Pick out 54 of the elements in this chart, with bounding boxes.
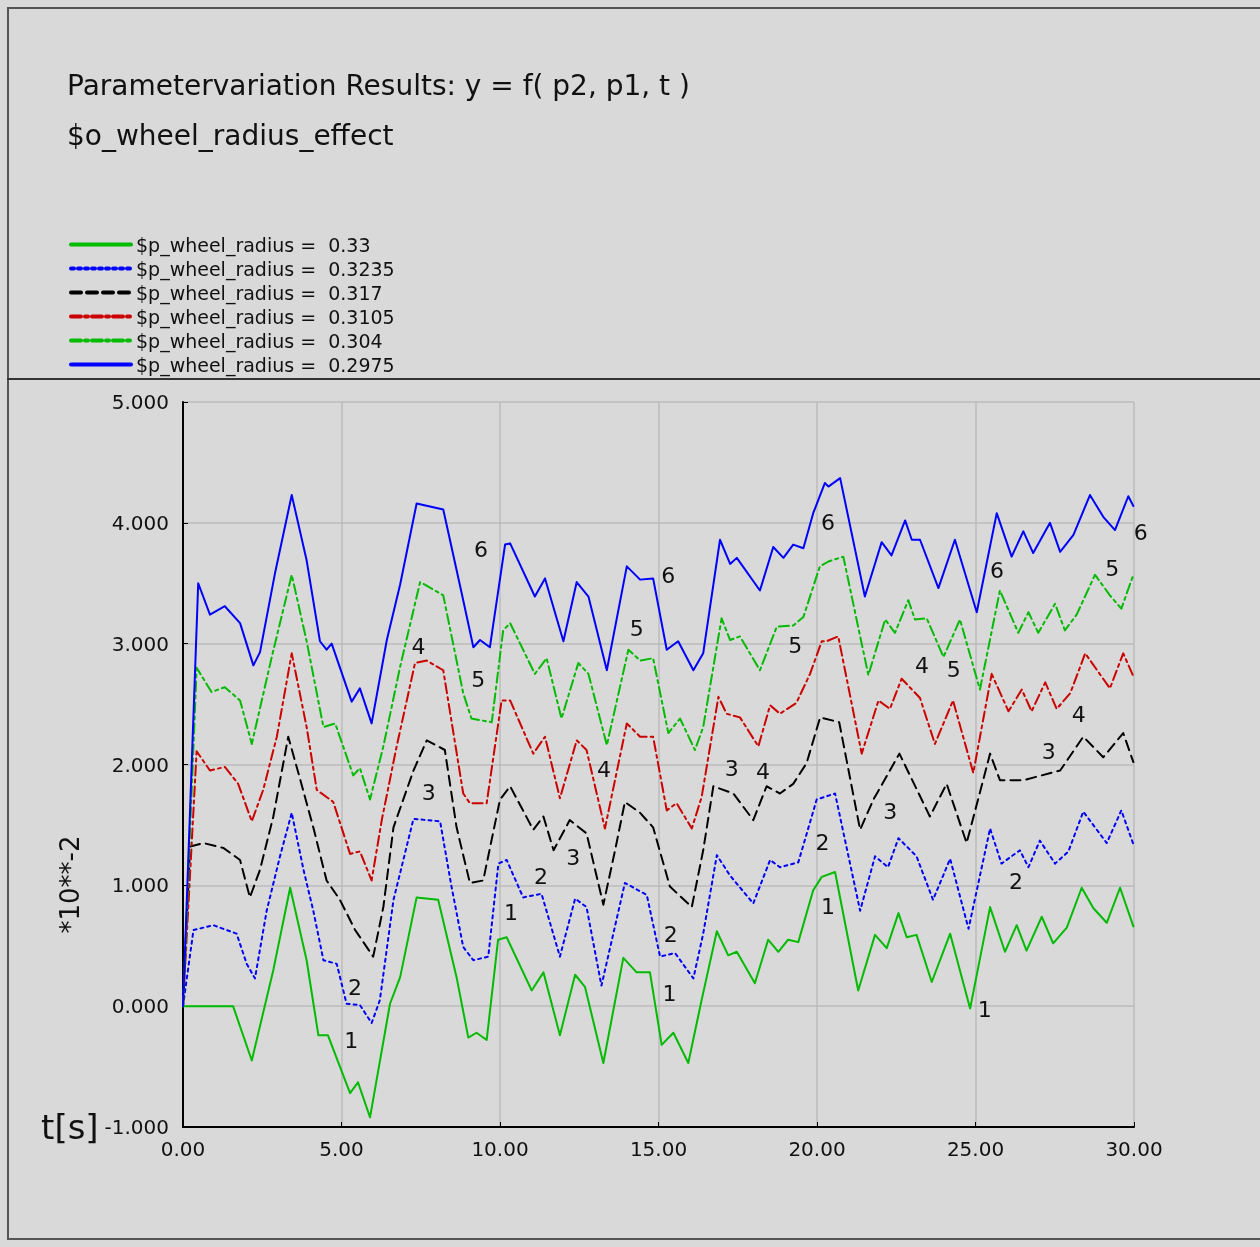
annotation: 2 — [1009, 868, 1024, 894]
annotation: 1 — [821, 894, 836, 920]
annotation: 1 — [977, 996, 992, 1022]
x-tick-label: 20.00 — [788, 1137, 846, 1161]
chart-subtitle: $o_wheel_radius_effect — [67, 118, 394, 152]
annotation: 5 — [471, 666, 486, 692]
annotation: 3 — [421, 780, 436, 806]
annotation: 6 — [990, 558, 1005, 583]
annotation: 2 — [815, 829, 830, 855]
legend-label: $p_wheel_radius = 0.3235 — [136, 257, 395, 281]
annotation: 6 — [821, 510, 836, 535]
x-tick-label: 30.00 — [1105, 1137, 1163, 1161]
legend-label: $p_wheel_radius = 0.304 — [136, 329, 383, 353]
x-axis-title: t[s] — [41, 1107, 99, 1147]
x-tick-label: 10.00 — [471, 1137, 529, 1161]
annotation: 6 — [473, 537, 488, 563]
annotation: 4 — [756, 758, 771, 784]
annotation: 4 — [914, 653, 929, 679]
legend-label: $p_wheel_radius = 0.2975 — [136, 353, 395, 377]
annotation: 3 — [566, 844, 581, 870]
x-tick-label: 5.00 — [319, 1137, 364, 1161]
annotation: 1 — [662, 980, 677, 1006]
y-tick-label: -1.000 — [104, 1115, 169, 1139]
annotation: 4 — [1071, 702, 1086, 728]
annotation: 1 — [504, 900, 519, 926]
annotation: 4 — [411, 634, 426, 660]
annotation: 3 — [1041, 739, 1056, 765]
annotation: 3 — [724, 756, 739, 782]
annotation: 1 — [344, 1028, 359, 1054]
annotation: 3 — [883, 798, 898, 824]
annotation: 2 — [663, 922, 678, 947]
annotation: 6 — [1133, 519, 1148, 545]
y-tick-label: 4.000 — [111, 510, 169, 535]
annotation: 5 — [629, 616, 644, 641]
y-axis-title: *10**-2 — [55, 835, 85, 934]
annotation: 5 — [946, 657, 961, 683]
y-tick-label: 2.000 — [111, 752, 169, 777]
legend-label: $p_wheel_radius = 0.317 — [136, 281, 383, 305]
annotation: 2 — [533, 863, 548, 889]
annotation: 2 — [348, 975, 363, 1001]
y-tick-label: 0.000 — [111, 994, 169, 1019]
chart-title: Parametervariation Results: y = f( p2, p1, t ) — [67, 68, 690, 102]
annotation: 4 — [596, 757, 611, 783]
y-tick-label: 5.000 — [111, 390, 169, 414]
x-tick-label: 0.00 — [160, 1137, 206, 1161]
y-tick-label: 3.000 — [111, 631, 169, 656]
annotation: 5 — [1105, 555, 1120, 581]
annotation: 6 — [661, 562, 676, 588]
y-tick-label: 1.000 — [111, 873, 169, 898]
legend-label: $p_wheel_radius = 0.33 — [136, 233, 371, 257]
x-tick-label: 25.00 — [946, 1137, 1005, 1161]
x-tick-label: 15.00 — [629, 1137, 688, 1161]
legend-label: $p_wheel_radius = 0.3105 — [136, 305, 395, 329]
annotation: 5 — [788, 633, 803, 659]
